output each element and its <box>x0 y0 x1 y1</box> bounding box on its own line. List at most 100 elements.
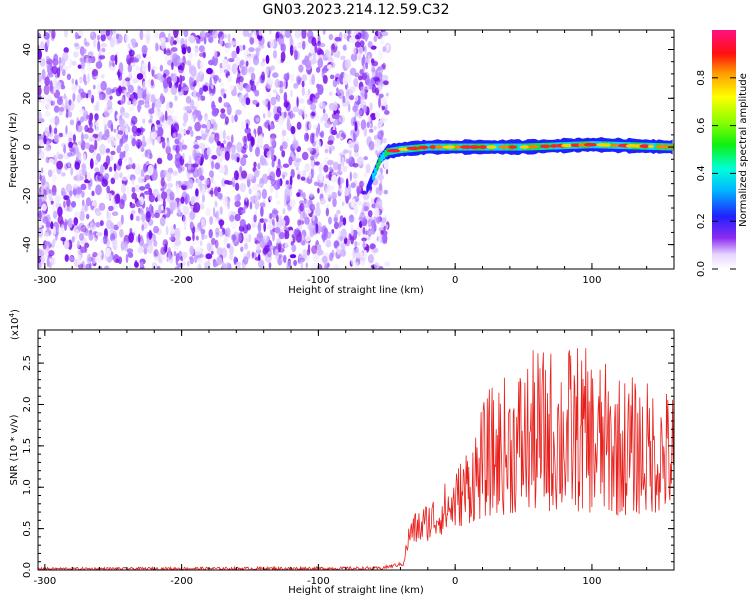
spectrogram-noise-cell <box>290 126 296 135</box>
spectrogram-noise-cell <box>78 88 85 95</box>
spectrogram-noise-cell <box>193 144 200 149</box>
spectrogram-noise-cell <box>205 207 211 217</box>
spectrogram-noise-cell <box>52 202 56 212</box>
spectrogram-noise-cell <box>240 120 247 130</box>
spectrogram-noise-cell <box>129 203 136 209</box>
spectrogram-noise-cell <box>220 147 225 158</box>
spectrogram-noise-cell <box>100 238 104 244</box>
spectrogram-noise-cell <box>321 255 328 264</box>
spectrogram-noise-cell <box>126 248 134 254</box>
spectrogram-noise-cell <box>175 36 180 43</box>
spectrogram-noise-cell <box>189 245 194 256</box>
spectrogram-noise-cell <box>248 188 252 195</box>
spectrogram-noise-cell <box>233 256 237 266</box>
spectrogram-noise-cell <box>154 197 158 203</box>
spectrogram-noise-cell <box>352 172 358 180</box>
colorbar-tick-label: 0.0 <box>696 261 707 277</box>
spectrogram-noise-cell <box>45 156 50 163</box>
spectrogram-noise-cell <box>174 227 181 237</box>
spectrogram-noise-cell <box>53 105 60 113</box>
spectrogram-noise-cell <box>87 89 92 96</box>
spectrogram-noise-cell <box>310 155 315 161</box>
spectrogram-noise-cell <box>242 30 249 37</box>
spectrogram-noise-cell <box>156 136 161 143</box>
spectrogram-noise-cell <box>301 80 305 88</box>
spectrogram-y-axis: -40 -20 0 20 40 <box>22 36 674 270</box>
spectrogram-noise-cell <box>309 132 315 144</box>
spectrogram-y-tick-label: 0 <box>22 144 33 150</box>
spectrogram-noise-cell <box>343 32 348 40</box>
spectrogram-noise-cell <box>132 98 137 106</box>
spectrogram-noise-cell <box>267 110 272 118</box>
signal-track-band-inner <box>538 143 542 151</box>
spectrogram-noise-cell <box>159 216 166 227</box>
spectrogram-noise-cell <box>196 38 201 44</box>
spectrogram-noise-cell <box>200 120 205 125</box>
spectrogram-noise-cell <box>218 219 225 226</box>
spectrogram-noise-cell <box>304 216 310 225</box>
spectrogram-noise-cell <box>187 46 191 54</box>
spectrogram-noise-cell <box>309 203 316 212</box>
spectrogram-noise-cell <box>84 142 90 150</box>
spectrogram-noise-cell <box>354 240 358 248</box>
spectrogram-noise-cell <box>72 85 76 94</box>
spectrogram-noise-cell <box>121 111 125 117</box>
spectrogram-noise-cell <box>87 57 93 64</box>
spectrogram-noise-cell <box>331 191 337 200</box>
spectrogram-noise-cell <box>106 99 113 110</box>
spectrogram-noise-cell <box>147 164 154 176</box>
spectrogram-noise-cell <box>341 156 345 168</box>
spectrogram-noise-cell <box>211 160 215 170</box>
spectrogram-noise-cell <box>169 201 176 210</box>
spectrogram-noise-cell <box>128 264 132 269</box>
spectrogram-noise-cell <box>245 97 251 106</box>
spectrogram-noise-cell <box>319 42 326 48</box>
spectrogram-noise-cell <box>359 40 365 47</box>
spectrogram-noise-cell <box>177 58 184 64</box>
spectrogram-noise-cell <box>384 110 390 115</box>
spectrogram-noise-cell <box>241 65 248 76</box>
spectrogram-noise-cell <box>270 136 276 147</box>
spectrogram-noise-cell <box>131 209 136 215</box>
spectrogram-noise-cell <box>352 248 356 260</box>
spectrogram-noise-cell <box>274 227 281 234</box>
spectrogram-noise-cell <box>208 229 213 239</box>
spectrogram-noise-cell <box>200 30 206 38</box>
spectrogram-noise-cell <box>286 260 292 269</box>
spectrogram-noise-cell <box>347 30 352 36</box>
signal-track-band-inner <box>386 148 390 156</box>
spectrogram-noise-cell <box>318 162 323 173</box>
spectrogram-noise-cell <box>44 76 50 86</box>
spectrogram-noise-cell <box>74 228 80 240</box>
spectrogram-noise-cell <box>112 62 115 68</box>
spectrogram-noise-cell <box>82 153 87 163</box>
spectrogram-noise-cell <box>293 82 299 89</box>
spectrogram-noise-cell <box>382 233 388 243</box>
spectrogram-noise-cell <box>139 186 146 191</box>
spectrogram-noise-cell <box>64 95 68 106</box>
spectrogram-noise-cell <box>59 62 63 74</box>
spectrogram-noise-cell <box>144 149 149 158</box>
spectrogram-noise-cell <box>238 76 244 83</box>
spectrogram-noise-cell <box>297 79 301 86</box>
spectrogram-noise-cell <box>331 135 335 140</box>
spectrogram-noise-cell <box>363 104 368 113</box>
spectrogram-noise-cell <box>81 190 85 198</box>
spectrogram-noise-cell <box>361 237 367 242</box>
spectrogram-noise-cell <box>294 227 300 235</box>
spectrogram-noise-cell <box>95 210 102 217</box>
spectrogram-noise-cell <box>192 89 196 98</box>
spectrogram-noise-cell <box>172 132 176 139</box>
spectrogram-noise-cell <box>132 70 138 77</box>
spectrogram-noise-cell <box>71 236 75 243</box>
spectrogram-noise-cell <box>51 65 58 75</box>
spectrogram-noise-cell <box>136 73 144 80</box>
spectrogram-noise-cell <box>192 231 195 242</box>
spectrogram-noise-cell <box>48 193 52 200</box>
spectrogram-noise-cell <box>203 36 207 45</box>
spectrogram-noise-cell <box>252 82 256 94</box>
spectrogram-noise-cell <box>118 62 124 74</box>
spectrogram-noise-cell <box>257 162 261 170</box>
spectrogram-noise-cell <box>245 55 252 63</box>
snr-series-line <box>38 348 674 570</box>
